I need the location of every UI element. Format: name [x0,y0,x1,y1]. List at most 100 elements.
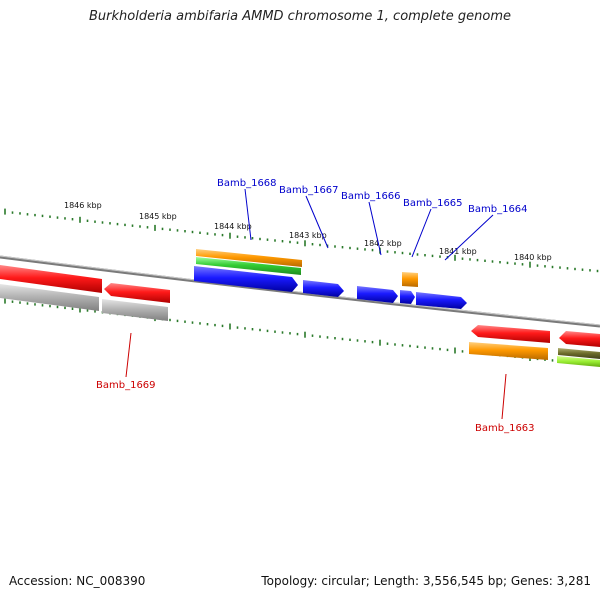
gene-label-bamb-1663[interactable]: Bamb_1663 [475,423,535,434]
kbp-minor-tick [401,344,404,347]
olive-feature[interactable] [558,348,600,359]
kbp-minor-tick [161,227,164,231]
kbp-minor-tick [206,323,209,326]
kbp-minor-tick [214,233,216,236]
kbp-minor-tick [146,226,149,229]
kbp-major-tick [154,224,156,231]
gene-label-bamb-1668[interactable]: Bamb_1668 [217,178,277,189]
kbp-minor-tick [581,268,584,271]
kbp-minor-tick [551,265,554,269]
gene-bamb-1668[interactable] [194,266,298,292]
kbp-minor-tick [551,359,554,362]
gray-feature-left[interactable] [0,284,99,311]
kbp-major-tick [454,347,456,354]
kbp-minor-tick [334,337,336,340]
kbp-minor-tick [341,246,344,249]
kbp-tick-row-top [4,208,599,273]
kbp-minor-tick [446,348,449,352]
label-leader-lines [125,188,507,420]
accession-text: Accession: NC_008390 [9,574,146,588]
kbp-minor-tick [394,343,396,346]
kbp-minor-tick [319,243,321,247]
forward-strand-features [194,249,467,309]
kbp-minor-tick [424,254,426,257]
kbp-major-tick [79,306,81,313]
kbp-minor-tick [356,247,359,250]
gene-label-bamb-1667[interactable]: Bamb_1667 [279,185,339,196]
kbp-label: 1840 kbp [514,253,552,262]
gene-labels: Bamb_1668 Bamb_1667 Bamb_1666 Bamb_1665 … [96,178,535,434]
kbp-minor-tick [274,330,276,333]
kbp-minor-tick [11,300,14,303]
gene-label-bamb-1669[interactable]: Bamb_1669 [96,380,156,391]
chromosome-backbone-highlight [0,255,600,326]
kbp-minor-tick [364,340,366,343]
gene-bamb-1663-upper[interactable] [471,325,550,343]
kbp-minor-tick [19,212,21,215]
gene-label-bamb-1665[interactable]: Bamb_1665 [403,198,463,209]
kbp-minor-tick [56,216,59,219]
kbp-minor-tick [424,346,426,349]
kbp-minor-tick [461,350,464,353]
kbp-major-tick [4,297,6,304]
kbp-minor-tick [281,240,284,243]
kbp-minor-tick [461,257,464,260]
kbp-minor-tick [439,255,441,258]
kbp-minor-tick [371,248,374,252]
kbp-minor-tick [506,261,509,265]
kbp-minor-tick [199,322,201,325]
gene-label-bamb-1666[interactable]: Bamb_1666 [341,191,401,202]
kbp-minor-tick [244,327,246,330]
kbp-minor-tick [514,262,516,265]
kbp-minor-tick [296,332,299,336]
gene-bamb-1663[interactable] [469,342,548,360]
orange-feature[interactable] [196,249,302,267]
kbp-minor-tick [169,228,171,231]
kbp-minor-tick [101,221,104,224]
kbp-minor-tick [41,214,44,218]
kbp-minor-tick [64,306,66,310]
kbp-minor-tick [394,251,396,254]
kbp-major-tick [229,232,231,239]
orange-feature-small[interactable] [402,272,418,287]
kbp-minor-tick [521,263,524,266]
lime-feature[interactable] [557,356,600,367]
gene-bamb-1665[interactable] [400,290,415,304]
kbp-minor-tick [184,230,186,233]
kbp-major-tick [4,208,6,215]
gray-feature[interactable] [102,299,168,321]
kbp-minor-tick [311,243,314,246]
kbp-minor-tick [596,269,599,273]
gene-reverse-left[interactable] [0,265,102,293]
kbp-minor-tick [356,339,359,342]
kbp-minor-tick [574,267,576,271]
kbp-minor-tick [274,239,276,242]
gene-bamb-1669[interactable] [104,283,170,303]
kbp-major-tick [454,254,456,261]
kbp-minor-tick [214,323,216,327]
kbp-minor-tick [349,338,351,341]
kbp-minor-tick [221,233,224,237]
gene-label-bamb-1664[interactable]: Bamb_1664 [468,204,528,215]
gene-bamb-1667[interactable] [303,280,344,297]
kbp-label: 1846 kbp [64,201,102,210]
kbp-minor-tick [289,332,291,335]
kbp-minor-tick [334,245,336,248]
gene-bamb-1666[interactable] [357,286,398,303]
kbp-minor-tick [34,213,36,217]
kbp-minor-tick [71,307,74,310]
kbp-minor-tick [349,246,351,250]
kbp-minor-tick [86,219,89,222]
kbp-minor-tick [26,302,29,305]
gene-reverse-right[interactable] [559,331,600,347]
kbp-minor-tick [476,258,479,262]
kbp-minor-tick [484,259,486,262]
kbp-minor-tick [41,304,44,307]
kbp-minor-tick [139,225,141,228]
kbp-minor-tick [289,240,291,244]
kbp-minor-tick [589,269,591,272]
green-feature[interactable] [196,257,301,275]
gene-bamb-1664[interactable] [416,292,467,309]
kbp-minor-tick [244,236,246,239]
